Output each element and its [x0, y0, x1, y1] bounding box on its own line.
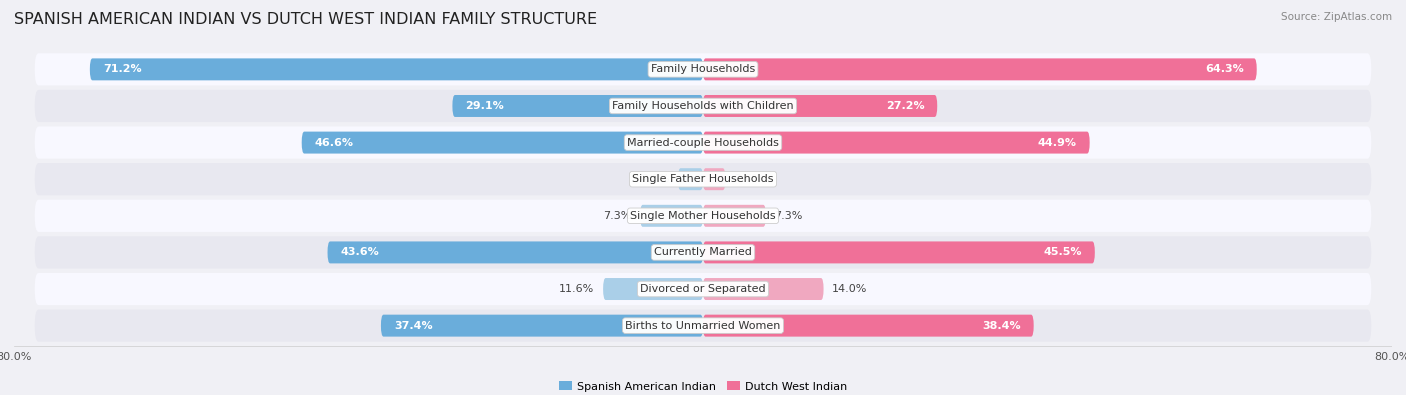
FancyBboxPatch shape — [603, 278, 703, 300]
Text: 45.5%: 45.5% — [1043, 247, 1083, 258]
Legend: Spanish American Indian, Dutch West Indian: Spanish American Indian, Dutch West Indi… — [554, 377, 852, 395]
FancyBboxPatch shape — [35, 90, 1371, 122]
Text: 29.1%: 29.1% — [465, 101, 505, 111]
Text: Family Households: Family Households — [651, 64, 755, 74]
FancyBboxPatch shape — [35, 200, 1371, 232]
Text: 7.3%: 7.3% — [603, 211, 631, 221]
Text: 44.9%: 44.9% — [1038, 137, 1077, 148]
FancyBboxPatch shape — [703, 241, 1095, 263]
FancyBboxPatch shape — [703, 205, 766, 227]
FancyBboxPatch shape — [35, 163, 1371, 195]
FancyBboxPatch shape — [35, 53, 1371, 85]
FancyBboxPatch shape — [302, 132, 703, 154]
FancyBboxPatch shape — [35, 126, 1371, 159]
FancyBboxPatch shape — [703, 278, 824, 300]
FancyBboxPatch shape — [35, 273, 1371, 305]
Text: 14.0%: 14.0% — [832, 284, 868, 294]
Text: Single Father Households: Single Father Households — [633, 174, 773, 184]
Text: 71.2%: 71.2% — [103, 64, 142, 74]
Text: Births to Unmarried Women: Births to Unmarried Women — [626, 321, 780, 331]
FancyBboxPatch shape — [90, 58, 703, 80]
FancyBboxPatch shape — [703, 315, 1033, 337]
Text: Divorced or Separated: Divorced or Separated — [640, 284, 766, 294]
Text: 64.3%: 64.3% — [1205, 64, 1244, 74]
FancyBboxPatch shape — [35, 236, 1371, 269]
FancyBboxPatch shape — [703, 168, 725, 190]
Text: Married-couple Households: Married-couple Households — [627, 137, 779, 148]
Text: 2.6%: 2.6% — [734, 174, 762, 184]
Text: Family Households with Children: Family Households with Children — [612, 101, 794, 111]
Text: 11.6%: 11.6% — [560, 284, 595, 294]
FancyBboxPatch shape — [678, 168, 703, 190]
Text: Currently Married: Currently Married — [654, 247, 752, 258]
Text: Source: ZipAtlas.com: Source: ZipAtlas.com — [1281, 12, 1392, 22]
Text: 46.6%: 46.6% — [315, 137, 354, 148]
FancyBboxPatch shape — [453, 95, 703, 117]
FancyBboxPatch shape — [703, 95, 938, 117]
Text: Single Mother Households: Single Mother Households — [630, 211, 776, 221]
FancyBboxPatch shape — [703, 58, 1257, 80]
Text: 2.9%: 2.9% — [641, 174, 669, 184]
Text: 37.4%: 37.4% — [394, 321, 433, 331]
Text: SPANISH AMERICAN INDIAN VS DUTCH WEST INDIAN FAMILY STRUCTURE: SPANISH AMERICAN INDIAN VS DUTCH WEST IN… — [14, 12, 598, 27]
FancyBboxPatch shape — [381, 315, 703, 337]
Text: 7.3%: 7.3% — [775, 211, 803, 221]
FancyBboxPatch shape — [35, 310, 1371, 342]
FancyBboxPatch shape — [703, 132, 1090, 154]
FancyBboxPatch shape — [328, 241, 703, 263]
FancyBboxPatch shape — [640, 205, 703, 227]
Text: 38.4%: 38.4% — [983, 321, 1021, 331]
Text: 27.2%: 27.2% — [886, 101, 924, 111]
Text: 43.6%: 43.6% — [340, 247, 380, 258]
